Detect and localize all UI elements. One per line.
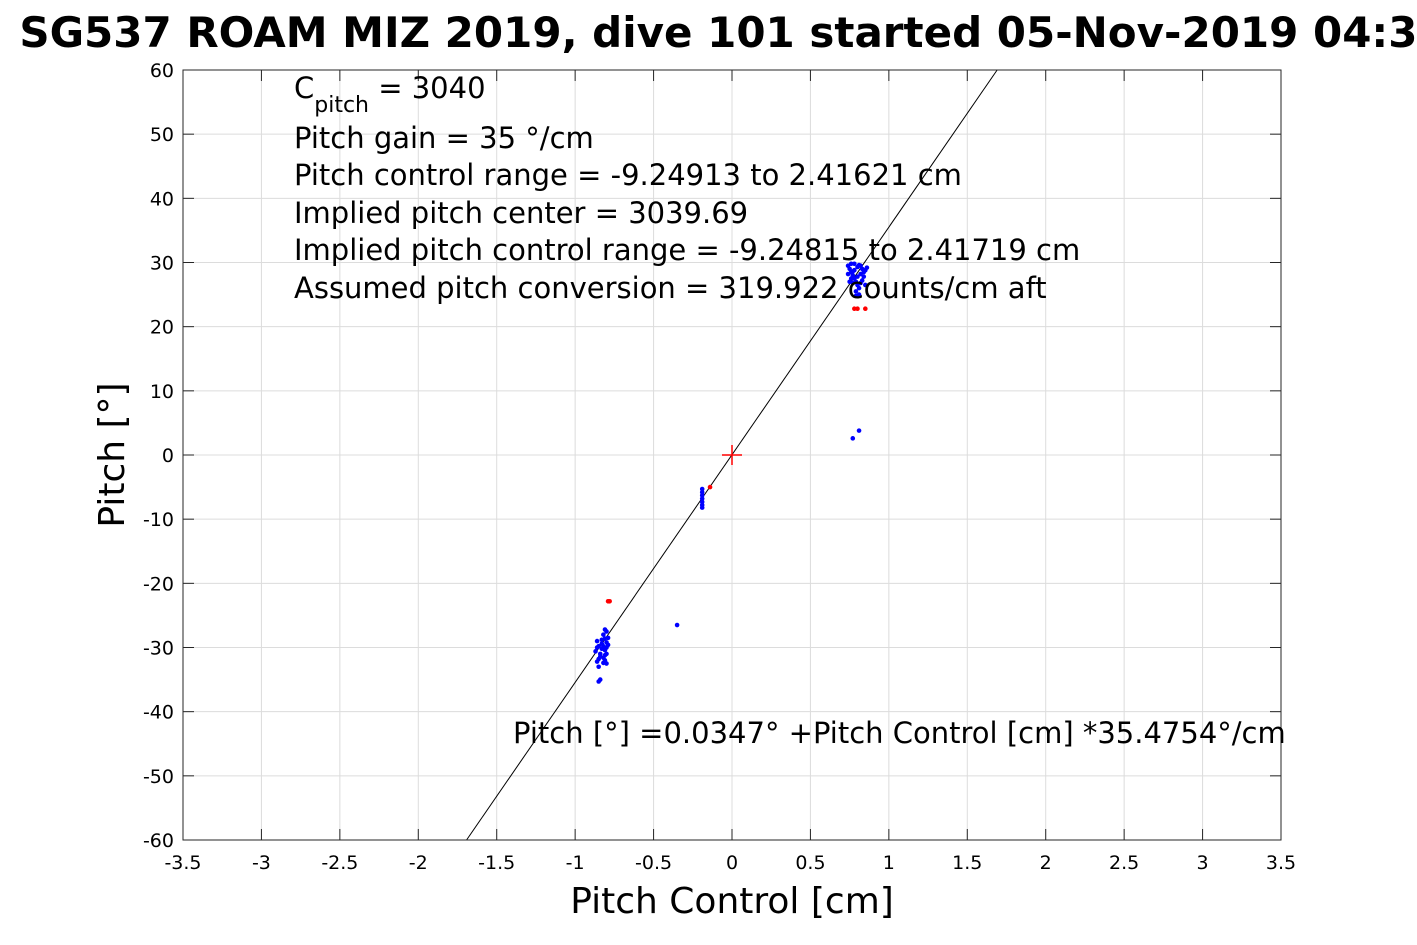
y-tick-label: -40 [143, 702, 174, 724]
y-tick-labels: -60 -50 -40 -30 -20 -10 0 10 20 30 40 50 60 [143, 60, 174, 852]
y-tick-label: -10 [143, 509, 174, 531]
data-point [848, 276, 854, 281]
data-point [599, 641, 605, 646]
data-point [596, 656, 601, 662]
y-tick-label: 40 [150, 188, 174, 210]
y-tick-label: -30 [143, 638, 174, 660]
cpitch-value: = 3040 [369, 71, 486, 105]
data-point [850, 280, 856, 286]
data-point [593, 649, 598, 654]
data-point [594, 645, 600, 650]
y-tick-label: 30 [150, 253, 174, 275]
fit-equation-annotation: Pitch [°] =0.0347° +Pitch Control [cm] *… [513, 716, 1286, 750]
x-tick-label: -3.5 [164, 852, 201, 874]
x-tick-label: -2.5 [321, 852, 358, 874]
x-tick-label: -3 [252, 852, 271, 874]
y-tick-label: 20 [150, 317, 174, 339]
x-tick-label: -0.5 [635, 852, 672, 874]
data-point [699, 499, 705, 505]
cpitch-subscript: pitch [314, 93, 369, 118]
data-point [599, 646, 605, 652]
data-point [853, 289, 859, 294]
y-axis-label: Pitch [°] [92, 382, 133, 527]
data-point [601, 632, 606, 637]
data-point [858, 280, 863, 286]
x-tick-label: 1 [883, 852, 895, 874]
x-tick-labels: -3.5 -3 -2.5 -2 -1.5 -1 -0.5 0 0.5 1 1.5 2 2.5 3 3.5 [164, 852, 1296, 874]
cpitch-annotation: Cpitch = 3040 [294, 71, 486, 118]
y-tick-label: -60 [143, 830, 174, 852]
y-tick-label: -20 [143, 573, 174, 595]
x-tick-label: 2 [1040, 852, 1052, 874]
data-point [602, 652, 608, 658]
data-point [604, 661, 609, 666]
data-point [855, 274, 860, 279]
data-point [594, 638, 600, 644]
data-point [596, 679, 601, 684]
data-point [861, 274, 867, 279]
y-tick-label: -50 [143, 766, 174, 788]
center-marker-group [722, 445, 742, 465]
data-point [699, 486, 705, 492]
data-point [850, 269, 856, 274]
x-tick-label: 0 [726, 852, 738, 874]
data-point [848, 261, 854, 267]
data-point [605, 642, 611, 648]
pitch-conversion-annotation: Assumed pitch conversion = 319.922 count… [294, 271, 1047, 305]
x-tick-label: 3.5 [1266, 852, 1296, 874]
data-point [602, 627, 608, 632]
data-point [856, 262, 862, 268]
data-point [607, 599, 612, 604]
data-point [605, 635, 611, 641]
data-point [707, 484, 713, 490]
y-tick-label: 50 [150, 124, 174, 146]
data-point [856, 285, 862, 291]
implied-pitch-range-annotation: Implied pitch control range = -9.24815 t… [294, 233, 1080, 267]
data-point [699, 489, 705, 495]
pitch-gain-annotation: Pitch gain = 35 °/cm [294, 121, 594, 155]
axis-ticks [182, 69, 1282, 841]
data-point [864, 265, 870, 270]
implied-pitch-center-annotation: Implied pitch center = 3039.69 [294, 196, 748, 230]
data-point [699, 505, 705, 510]
y-tick-label: 0 [162, 445, 174, 467]
chart-title: SG537 ROAM MIZ 2019, dive 101 started 05… [19, 8, 1417, 57]
cpitch-main: C [294, 71, 314, 105]
y-tick-label: 10 [150, 381, 174, 403]
data-point [850, 436, 856, 441]
data-point [699, 496, 705, 501]
data-point [863, 306, 868, 312]
x-tick-label: 3 [1197, 852, 1209, 874]
x-tick-label: 2.5 [1109, 852, 1139, 874]
x-tick-label: -2 [409, 852, 428, 874]
data-points [593, 261, 870, 684]
y-tick-label: 60 [150, 60, 174, 82]
x-axis-label: Pitch Control [cm] [570, 881, 894, 922]
data-point [699, 493, 705, 498]
x-tick-label: -1.5 [478, 852, 515, 874]
data-point [845, 271, 851, 277]
x-tick-label: 0.5 [795, 852, 825, 874]
data-point [596, 664, 601, 670]
pitch-control-range-annotation: Pitch control range = -9.24913 to 2.4162… [294, 158, 962, 192]
data-point [853, 293, 859, 299]
data-point [597, 651, 603, 657]
data-point [674, 622, 680, 628]
data-point [863, 282, 868, 288]
x-tick-label: 1.5 [952, 852, 982, 874]
data-point [855, 306, 860, 312]
data-point [599, 637, 605, 643]
data-point [858, 271, 863, 277]
data-point [856, 428, 862, 433]
x-tick-label: -1 [566, 852, 585, 874]
